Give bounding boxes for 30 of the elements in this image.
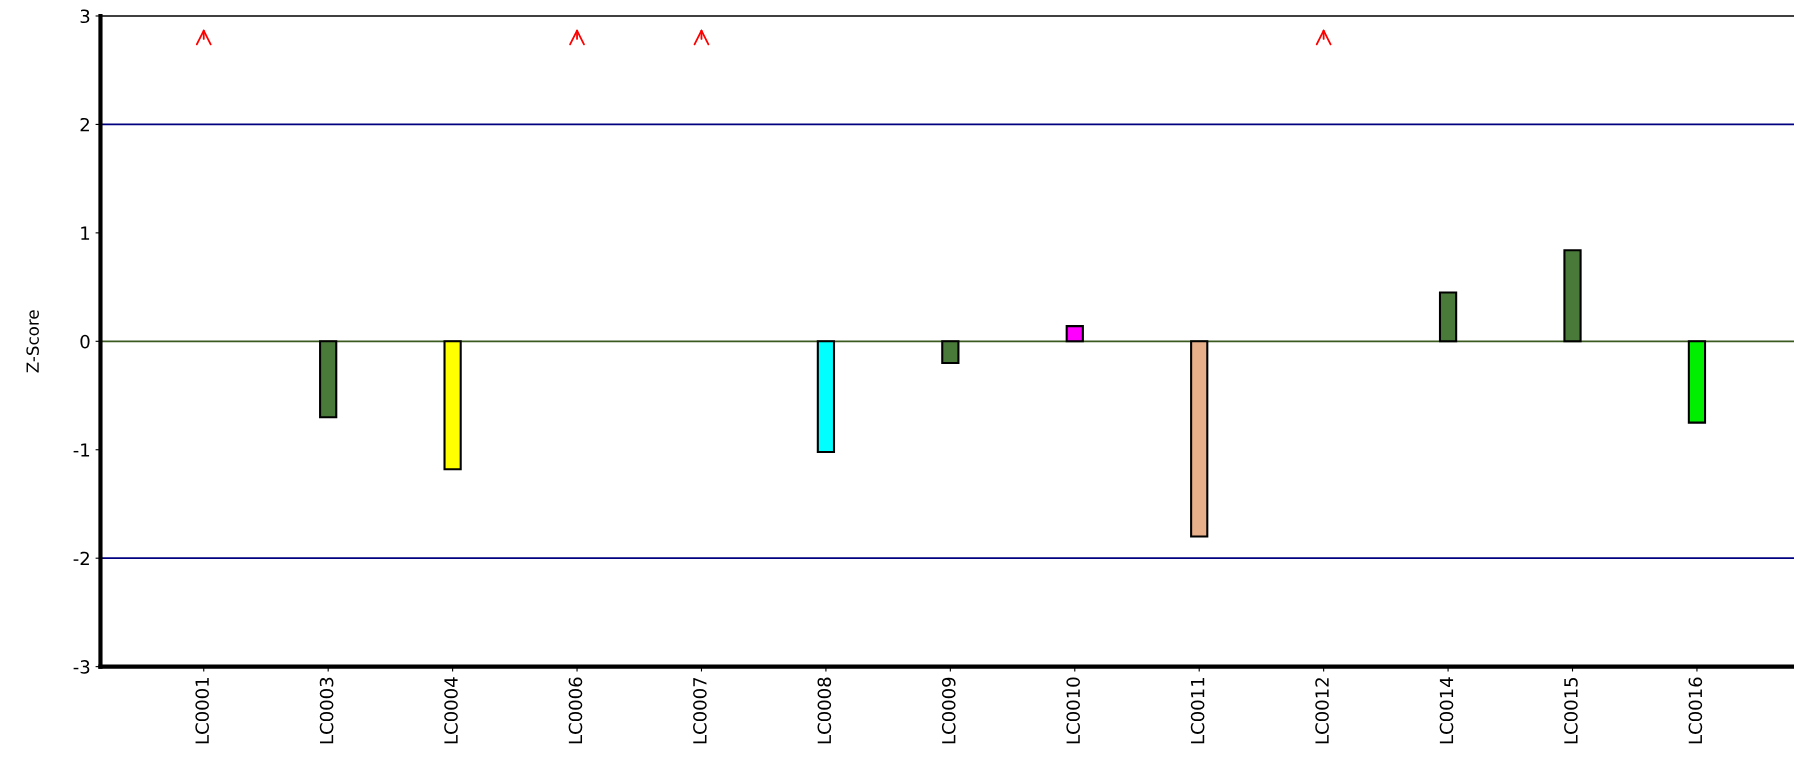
bar [319, 340, 338, 419]
y-tick-label: -3 [73, 660, 90, 674]
x-tick-label: LC0014 [1439, 677, 1454, 744]
x-tick-label: LC0003 [319, 677, 334, 744]
bar [816, 340, 836, 453]
x-tick-label: LC0011 [1190, 678, 1205, 744]
bar [1065, 325, 1084, 343]
bar [941, 340, 960, 365]
bar [1563, 249, 1582, 343]
bar [1190, 340, 1209, 538]
x-tick-label: LC0016 [1688, 677, 1703, 744]
x-tick-label: LC0012 [1315, 678, 1329, 744]
y-tick-label: -1 [73, 443, 90, 457]
y-tick-label: 1 [81, 226, 90, 240]
y-tick-label: -2 [73, 551, 89, 566]
x-tick-label: LC0007 [693, 677, 707, 744]
x-tick-label: LC0009 [941, 677, 956, 744]
y-tick-label: 3 [80, 9, 90, 24]
y-tick-label: 0 [80, 334, 90, 349]
bar [1438, 291, 1458, 343]
x-tick-label: LC0010 [1066, 677, 1081, 744]
bar [443, 340, 462, 471]
bar [1687, 340, 1707, 424]
x-tick-label: LC0015 [1564, 677, 1578, 744]
y-axis-title: Z-Score [26, 310, 39, 373]
y-tick-label: 2 [80, 117, 89, 132]
x-tick-label: LC0008 [817, 677, 832, 744]
x-tick-label: LC0006 [568, 677, 583, 744]
x-tick-label: LC0004 [444, 677, 458, 744]
x-tick-label: LC0001 [195, 678, 209, 744]
